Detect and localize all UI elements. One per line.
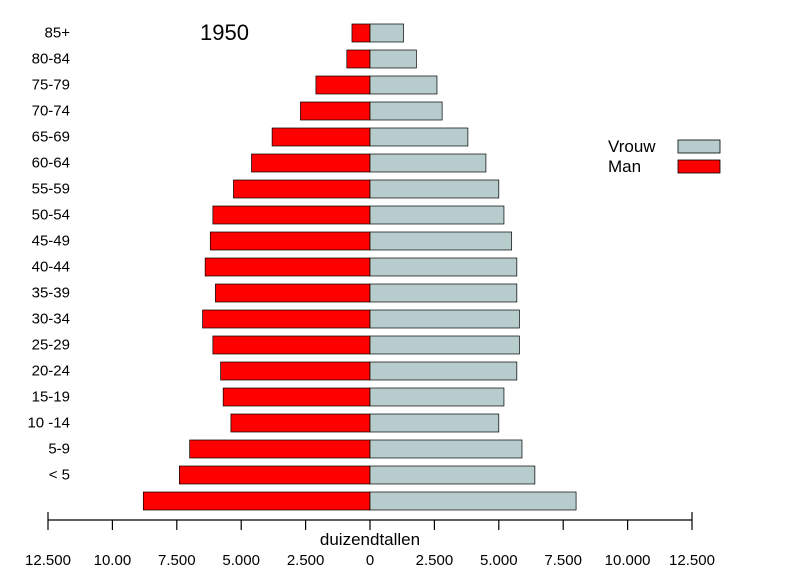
bar-vrouw — [370, 180, 499, 198]
age-group-label: 30-34 — [32, 311, 70, 328]
age-group-label: 60-64 — [32, 155, 70, 172]
bar-man — [213, 336, 370, 354]
age-group-label: 15-19 — [32, 389, 70, 406]
bar-man — [316, 76, 370, 94]
bar-man — [210, 232, 370, 250]
legend-swatch — [678, 160, 720, 173]
x-axis-tick-label: 12.500 — [25, 552, 71, 569]
bar-man — [179, 466, 370, 484]
age-group-label: 5-9 — [48, 441, 70, 458]
bar-vrouw — [370, 310, 519, 328]
bar-vrouw — [370, 24, 403, 42]
x-axis-tick-label: 2.500 — [287, 552, 325, 569]
bar-vrouw — [370, 284, 517, 302]
bar-vrouw — [370, 102, 442, 120]
age-group-label: 20-24 — [32, 363, 70, 380]
bar-man — [233, 180, 370, 198]
age-group-label: 50-54 — [32, 207, 70, 224]
bar-man — [231, 414, 370, 432]
age-group-label: 55-59 — [32, 181, 70, 198]
bar-vrouw — [370, 206, 504, 224]
bar-vrouw — [370, 76, 437, 94]
age-group-label: 25-29 — [32, 337, 70, 354]
bar-vrouw — [370, 258, 517, 276]
bar-vrouw — [370, 466, 535, 484]
bar-vrouw — [370, 440, 522, 458]
age-group-label: 85+ — [45, 25, 71, 42]
age-group-label: 80-84 — [32, 51, 70, 68]
bar-man — [300, 102, 370, 120]
x-axis-tick-label: 5.000 — [222, 552, 260, 569]
bar-vrouw — [370, 362, 517, 380]
x-axis-tick-label: 12.500 — [669, 552, 715, 569]
bar-man — [190, 440, 370, 458]
bar-man — [223, 388, 370, 406]
x-axis-tick-label: 5.000 — [480, 552, 518, 569]
age-group-label: 40-44 — [32, 259, 70, 276]
age-group-label: 35-39 — [32, 285, 70, 302]
age-group-label: 10 -14 — [27, 415, 70, 432]
bar-man — [352, 24, 370, 42]
population-pyramid-chart: 1950 85+ 80-84 75-79 70-74 65-69 60-64 55-59 50-… — [0, 0, 800, 585]
age-group-label: 45-49 — [32, 233, 70, 250]
x-axis-tick-label: 0 — [366, 552, 374, 569]
bar-vrouw — [370, 232, 512, 250]
bar-man — [143, 492, 370, 510]
bar-vrouw — [370, 388, 504, 406]
chart-title: 1950 — [200, 20, 249, 45]
bar-vrouw — [370, 414, 499, 432]
x-axis-tick-label: 2.500 — [416, 552, 454, 569]
x-axis-tick-label: 10.00 — [94, 552, 132, 569]
bar-man — [272, 128, 370, 146]
bar-vrouw — [370, 50, 416, 68]
bar-vrouw — [370, 128, 468, 146]
x-axis-tick-label: 10.000 — [605, 552, 651, 569]
age-group-label: 70-74 — [32, 103, 70, 120]
x-axis-title: duizendtallen — [320, 530, 420, 549]
age-group-label: 75-79 — [32, 77, 70, 94]
bar-man — [213, 206, 370, 224]
bar-man — [252, 154, 370, 172]
bar-vrouw — [370, 492, 576, 510]
bar-vrouw — [370, 336, 519, 354]
bar-man — [215, 284, 370, 302]
bar-man — [203, 310, 370, 328]
age-group-label: 65-69 — [32, 129, 70, 146]
bar-man — [221, 362, 370, 380]
bar-man — [347, 50, 370, 68]
x-axis-tick-label: 7.500 — [544, 552, 582, 569]
legend-swatch — [678, 140, 720, 153]
bar-man — [205, 258, 370, 276]
x-axis-tick-label: 7.500 — [158, 552, 196, 569]
age-group-label: < 5 — [49, 467, 70, 484]
legend-label: Man — [608, 157, 641, 176]
legend-label: Vrouw — [608, 137, 656, 156]
bar-vrouw — [370, 154, 486, 172]
